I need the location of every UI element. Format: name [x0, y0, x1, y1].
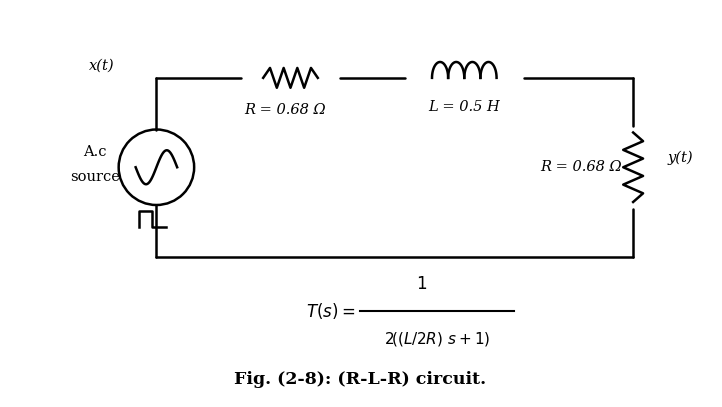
Text: x(t): x(t) [89, 59, 115, 73]
Text: $T(s) =$: $T(s) =$ [306, 301, 355, 321]
Text: y(t): y(t) [668, 150, 694, 164]
Text: source: source [70, 170, 120, 184]
Text: L = 0.5 H: L = 0.5 H [428, 100, 500, 114]
Text: R = 0.68 Ω: R = 0.68 Ω [245, 103, 326, 117]
Text: R = 0.68 Ω: R = 0.68 Ω [541, 160, 622, 174]
Text: A.c: A.c [83, 145, 107, 160]
Text: $1$: $1$ [416, 276, 427, 293]
Text: Fig. (2-8): (R-L-R) circuit.: Fig. (2-8): (R-L-R) circuit. [234, 371, 486, 388]
Text: $2\!\left((L/2R)\ s+1\right)$: $2\!\left((L/2R)\ s+1\right)$ [384, 330, 491, 348]
